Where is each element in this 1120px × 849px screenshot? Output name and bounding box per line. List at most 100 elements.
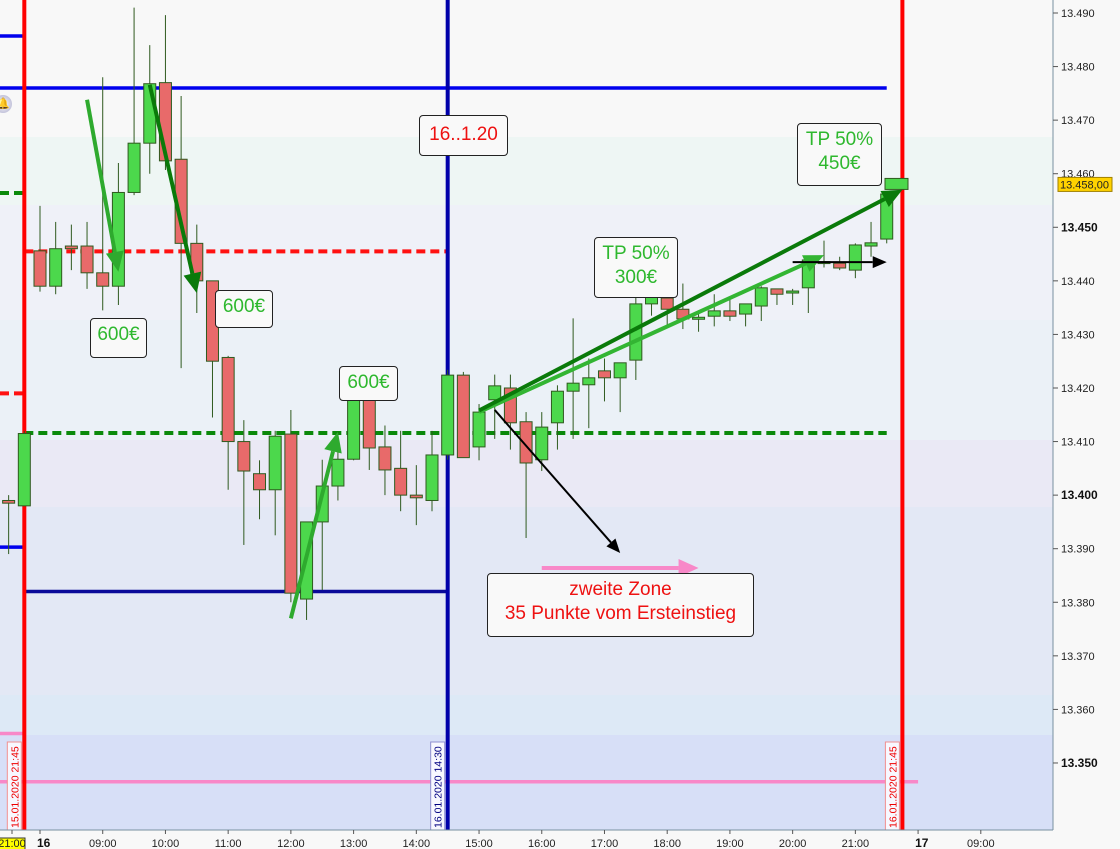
x-tick-label: 16:00 (528, 838, 556, 849)
x-tick-label: 15:00 (465, 838, 493, 849)
candle-down (723, 310, 737, 317)
arrow-line (493, 409, 612, 544)
candle-down (409, 494, 423, 499)
x-tick-label: 13:00 (340, 838, 368, 849)
x-tick-label: 11:00 (215, 838, 242, 849)
current-price-label-box (1057, 176, 1113, 192)
candle-up (535, 426, 549, 461)
arrow-head (105, 250, 124, 272)
annotation-text: 300€ (614, 267, 658, 288)
date-label: 15.01.2020 21:45 (9, 746, 21, 828)
x-tick-label: 10:00 (152, 838, 180, 849)
annotation-text: 600€ (347, 372, 390, 393)
current-price-marker (884, 177, 909, 190)
price-axis (1053, 0, 1120, 849)
candle-up (613, 362, 627, 379)
date-label: 16.01.2020 14:30 (433, 746, 445, 828)
candle-up (550, 390, 564, 424)
y-tick-label: 13.400 (1061, 488, 1098, 502)
candle-down (456, 374, 470, 459)
candle-down (96, 272, 110, 287)
candle-up (566, 382, 580, 392)
time-axis (0, 830, 1053, 849)
arrow-head (183, 271, 202, 294)
x-tick-label: 20:00 (779, 838, 807, 849)
candle-down (597, 370, 611, 379)
candle-up (472, 411, 486, 448)
candle-down (394, 467, 408, 496)
candle-down (284, 433, 298, 594)
candle-down (362, 399, 376, 449)
candle-up (692, 316, 706, 320)
candle-up (425, 454, 439, 501)
annotation-text: 16..1.20 (429, 124, 498, 145)
candle-down (2, 499, 16, 504)
arrow-line (147, 84, 195, 275)
annotation-text: 35 Punkte vom Ersteinstieg (504, 603, 737, 624)
candle-up (49, 248, 63, 287)
candle-up (864, 242, 878, 247)
annotation-600-3[interactable]: 600€ (339, 366, 398, 401)
arrow-line (288, 450, 335, 619)
candle-down (80, 245, 94, 274)
y-tick-label: 13.410 (1061, 437, 1095, 449)
x-tick-label: 12:00 (277, 838, 305, 849)
candle-down (770, 288, 784, 295)
candle-up (347, 399, 361, 460)
y-tick-label: 13.440 (1061, 276, 1095, 288)
bell-icon[interactable]: 🔔 (0, 95, 12, 113)
candle-up (488, 385, 502, 401)
annotation-text: zweite Zone (569, 579, 672, 600)
candle-up (754, 287, 768, 307)
candle-down (660, 297, 674, 310)
x-tick-label: 14:00 (403, 838, 431, 849)
x-tick-label: 17:00 (591, 838, 619, 849)
x-tick-highlight (0, 837, 26, 849)
y-tick-label: 13.360 (1061, 704, 1095, 716)
y-tick-label: 13.370 (1061, 651, 1095, 663)
candle-up (331, 458, 345, 487)
annotation-600-1[interactable]: 600€ (90, 318, 147, 358)
y-tick-label: 13.350 (1061, 756, 1098, 770)
annotation-text: 600€ (222, 296, 266, 317)
annotation-text: TP 50% (602, 243, 670, 264)
y-tick-label: 13.380 (1061, 597, 1095, 609)
x-tick-label: 17 (915, 836, 929, 849)
candle-down (378, 446, 392, 471)
x-tick-label: 21:00 (842, 838, 870, 849)
annotation-text: TP 50% (805, 129, 874, 150)
annotation-600-2[interactable]: 600€ (215, 290, 273, 328)
y-tick-label: 13.430 (1061, 329, 1095, 341)
candle-up (786, 290, 800, 294)
candle-up (17, 433, 31, 507)
x-tick-label: 21:00 (0, 838, 26, 849)
candle-down (237, 441, 251, 472)
annotation-zweite-zone[interactable]: zweite Zone 35 Punkte vom Ersteinstieg (487, 573, 754, 637)
candle-down (253, 473, 267, 491)
date-label: 16.01.2020 21:45 (887, 746, 899, 828)
arrow-head (880, 189, 903, 208)
candle-down (221, 356, 235, 443)
candle-up (739, 303, 753, 315)
arrow-line (478, 261, 807, 414)
x-tick-label: 19:00 (716, 838, 744, 849)
y-tick-label: 13.450 (1061, 220, 1098, 234)
arrow-head (324, 431, 342, 454)
candle-up (848, 244, 862, 271)
x-tick-label: 09:00 (967, 838, 995, 849)
annotation-date[interactable]: 16..1.20 (419, 115, 508, 156)
candle-up (441, 374, 455, 456)
candle-down (519, 421, 533, 464)
y-tick-label: 13.470 (1061, 115, 1095, 127)
arrow-head (802, 255, 824, 272)
annotation-tp-300[interactable]: TP 50% 300€ (594, 237, 678, 298)
candle-down (64, 245, 78, 250)
arrow-line (478, 197, 886, 413)
y-tick-label: 13.490 (1061, 8, 1095, 20)
current-price-label: 13.458,00 (1060, 179, 1109, 191)
arrow-head (872, 256, 887, 269)
candle-up (582, 377, 596, 386)
annotation-tp-450[interactable]: TP 50% 450€ (797, 123, 882, 186)
candle-down (833, 262, 847, 269)
